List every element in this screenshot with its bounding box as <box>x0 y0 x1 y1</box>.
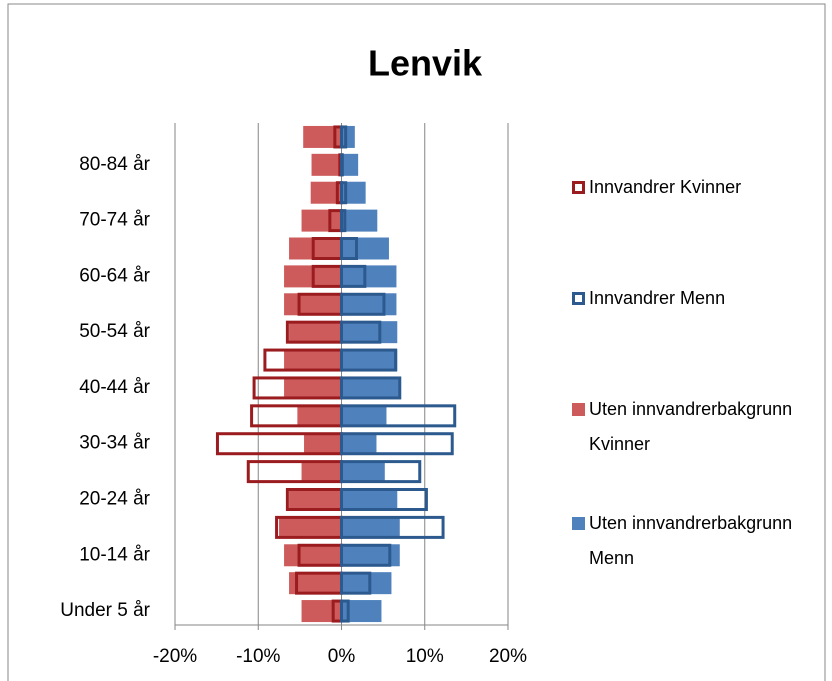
bar-outline <box>340 125 348 149</box>
bar <box>341 516 400 539</box>
bar <box>289 321 342 344</box>
bar-outline <box>340 543 392 567</box>
x-tick-label: 10% <box>406 646 444 667</box>
y-tick-label: 40-44 år <box>79 377 150 398</box>
bar <box>341 432 377 455</box>
bar <box>341 153 359 176</box>
bar <box>341 460 385 483</box>
legend-item: Innvandrer Menn <box>572 281 822 316</box>
bar <box>284 293 342 316</box>
bar <box>301 209 342 232</box>
chart-title: Lenvik <box>368 43 483 84</box>
bar <box>303 125 342 148</box>
legend-swatch <box>572 181 585 194</box>
bar <box>341 265 397 288</box>
y-tick-label: 10-14 år <box>79 544 150 565</box>
bar <box>279 516 342 539</box>
y-tick-label: 60-64 år <box>79 265 150 286</box>
bar <box>341 376 400 399</box>
bar <box>341 544 400 567</box>
bar <box>341 125 355 148</box>
bar <box>289 572 342 595</box>
legend-swatch <box>572 403 585 416</box>
bar <box>341 237 389 260</box>
bar-outline <box>340 599 350 623</box>
bar-outline <box>340 488 428 511</box>
bar-outline <box>340 348 398 372</box>
bar <box>341 209 378 232</box>
bar <box>284 544 342 567</box>
bar <box>341 600 382 623</box>
y-tick-label: 50-54 år <box>79 321 150 342</box>
bar <box>341 181 366 204</box>
y-tick-label: 70-74 år <box>79 210 150 231</box>
x-tick-label: 0% <box>328 646 356 667</box>
legend-item: Uten innvandrerbakgrunn Kvinner <box>572 392 822 462</box>
bar-outline <box>340 515 445 539</box>
bar <box>310 181 342 204</box>
legend-swatch <box>572 517 585 530</box>
bar-outline <box>340 181 348 205</box>
legend-swatch <box>572 292 585 305</box>
bar <box>304 432 342 455</box>
bar <box>301 460 342 483</box>
bar <box>289 488 342 511</box>
bar <box>311 153 342 176</box>
bar <box>284 349 342 372</box>
x-tick-label: 20% <box>489 646 527 667</box>
bar-outline <box>340 237 358 260</box>
bar <box>341 404 387 427</box>
bar <box>341 349 398 372</box>
legend-label: Uten innvandrerbakgrunn Kvinner <box>589 399 793 454</box>
bar <box>341 488 398 511</box>
legend-label: Uten innvandrerbakgrunn Menn <box>589 513 793 568</box>
legend-label: Innvandrer Kvinner <box>589 177 742 197</box>
bar <box>341 572 392 595</box>
bar <box>284 376 342 399</box>
bar <box>341 321 398 344</box>
y-tick-label: 30-34 år <box>79 433 150 454</box>
bar-outline <box>340 376 402 400</box>
bar-outline <box>340 320 382 344</box>
bar <box>289 237 342 260</box>
x-tick-label: -10% <box>236 646 280 667</box>
legend-item: Innvandrer Kvinner <box>572 170 822 205</box>
bar <box>301 600 342 623</box>
bar-outline <box>340 432 454 456</box>
x-tick-label: -20% <box>153 646 197 667</box>
bar <box>341 293 397 316</box>
y-tick-label: 20-24 år <box>79 489 150 510</box>
bar-outline <box>340 209 347 233</box>
bar-outline <box>340 571 372 595</box>
bar-outline <box>340 460 422 484</box>
bar-outline <box>340 292 386 316</box>
legend-item: Uten innvandrerbakgrunn Menn <box>572 506 822 576</box>
y-tick-label: Under 5 år <box>60 600 150 621</box>
bar <box>297 404 342 427</box>
bar-outline <box>340 264 367 288</box>
legend-label: Innvandrer Menn <box>589 288 726 308</box>
bar-outline <box>340 153 344 177</box>
chart-border <box>7 3 826 681</box>
y-tick-label: 80-84 år <box>79 154 150 175</box>
bar-outline <box>340 404 457 428</box>
